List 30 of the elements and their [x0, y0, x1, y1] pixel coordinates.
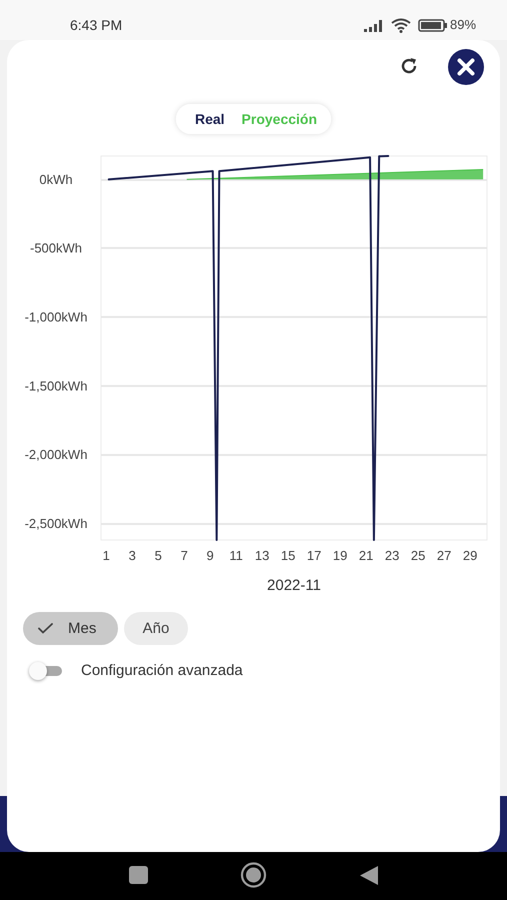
x-tick-label: 25 [410, 548, 426, 563]
chip-button: Año [124, 612, 188, 645]
y-tick-label: -1,000kWh [24, 310, 88, 325]
x-tick-label: 29 [462, 548, 478, 563]
x-tick-label: 5 [154, 548, 162, 563]
x-tick-label: 7 [180, 548, 188, 563]
y-tick-label: 0kWh [39, 172, 73, 187]
line-series [108, 155, 390, 541]
y-tick-label: -500kWh [30, 240, 82, 256]
x-tick-label: 21 [358, 548, 374, 563]
x-tick-label: 19 [332, 548, 348, 563]
text: Configuración avanzada [81, 662, 243, 679]
y-tick-label: -1,500kWh [24, 378, 88, 394]
text: 89% [450, 17, 476, 32]
x-tick-label: 17 [306, 548, 322, 563]
text: Real [194, 111, 225, 127]
x-tick-label: 13 [254, 548, 270, 563]
y-tick-label: -2,500kWh [24, 516, 88, 531]
x-tick-label: 11 [229, 548, 243, 563]
chip-button: Mes [23, 612, 118, 645]
y-tick-label: -2,000kWh [24, 447, 88, 462]
x-tick-label: 27 [436, 548, 452, 563]
text: 6:43 PM [70, 17, 122, 33]
x-tick-label: 23 [384, 548, 400, 563]
x-axis-title: 2022-11 [267, 577, 321, 594]
x-tick-label: 15 [280, 548, 296, 563]
x-tick-label: 1 [102, 548, 110, 563]
x-tick-label: 3 [128, 548, 136, 563]
text: Proyección [242, 111, 318, 127]
x-tick-label: 9 [206, 548, 214, 563]
